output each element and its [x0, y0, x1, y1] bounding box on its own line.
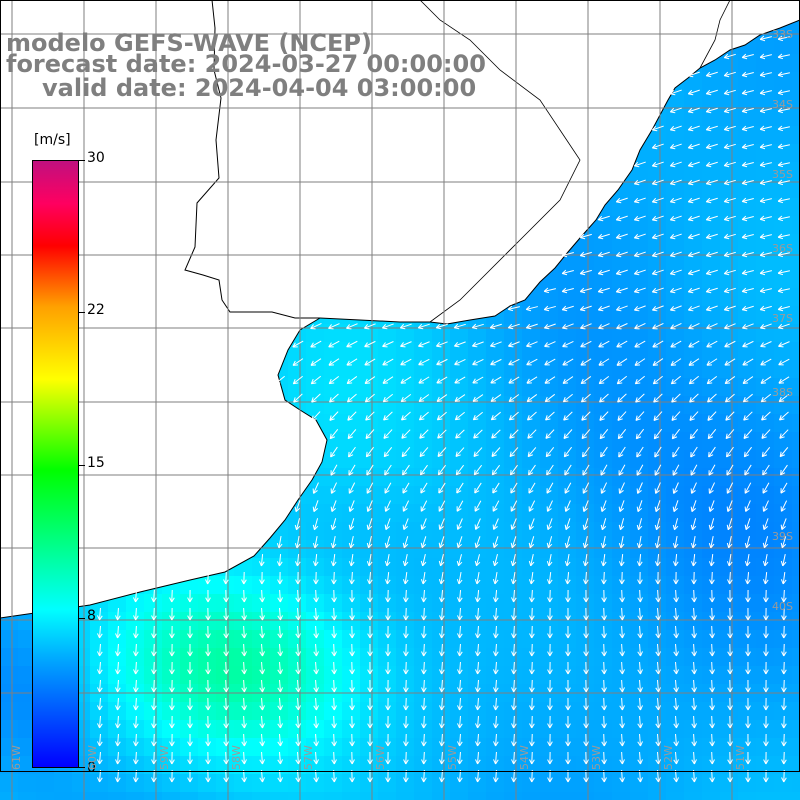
colorbar-tick-label: 8 — [87, 608, 96, 624]
colorbar — [32, 160, 79, 768]
lon-label: 61W — [10, 745, 23, 770]
land-area — [0, 0, 327, 618]
lon-label: 54W — [518, 745, 531, 770]
lon-label: 51W — [734, 745, 747, 770]
colorbar-tick — [79, 160, 85, 161]
lat-label: 33S — [772, 28, 793, 41]
model-title: modelo GEFS-WAVE (NCEP) — [6, 29, 372, 57]
colorbar-tick — [79, 312, 85, 313]
border-line — [419, 0, 581, 323]
lat-label: 34S — [772, 98, 793, 111]
lon-label: 52W — [662, 745, 675, 770]
colorbar-tick-label: 22 — [87, 302, 105, 318]
lat-label: 35S — [772, 168, 793, 181]
lon-label: 60W — [86, 745, 99, 770]
colorbar-tick — [79, 767, 85, 768]
lat-label: 37S — [772, 312, 793, 325]
lon-label: 56W — [374, 745, 387, 770]
lat-label: 39S — [772, 530, 793, 543]
colorbar-tick-label: 0 — [87, 760, 96, 776]
lat-label: 40S — [772, 600, 793, 613]
lon-label: 57W — [302, 745, 315, 770]
lat-label: 36S — [772, 242, 793, 255]
wind-arrows — [97, 35, 790, 783]
lat-label: 38S — [772, 386, 793, 399]
coastline — [0, 317, 328, 619]
colorbar-tick-label: 30 — [87, 150, 105, 166]
lon-label: 59W — [158, 745, 171, 770]
forecast-date: forecast date: 2024-03-27 00:00:00 — [6, 50, 486, 78]
lon-label: 53W — [590, 745, 603, 770]
colorbar-tick-label: 15 — [87, 455, 105, 471]
colorbar-tick — [79, 618, 85, 619]
valid-date: valid date: 2024-04-04 03:00:00 — [42, 74, 477, 102]
border-line — [699, 0, 731, 69]
colorbar-unit: [m/s] — [34, 132, 71, 148]
lon-label: 58W — [230, 745, 243, 770]
colorbar-tick — [79, 465, 85, 466]
lon-label: 55W — [446, 745, 459, 770]
land-area — [0, 0, 800, 324]
